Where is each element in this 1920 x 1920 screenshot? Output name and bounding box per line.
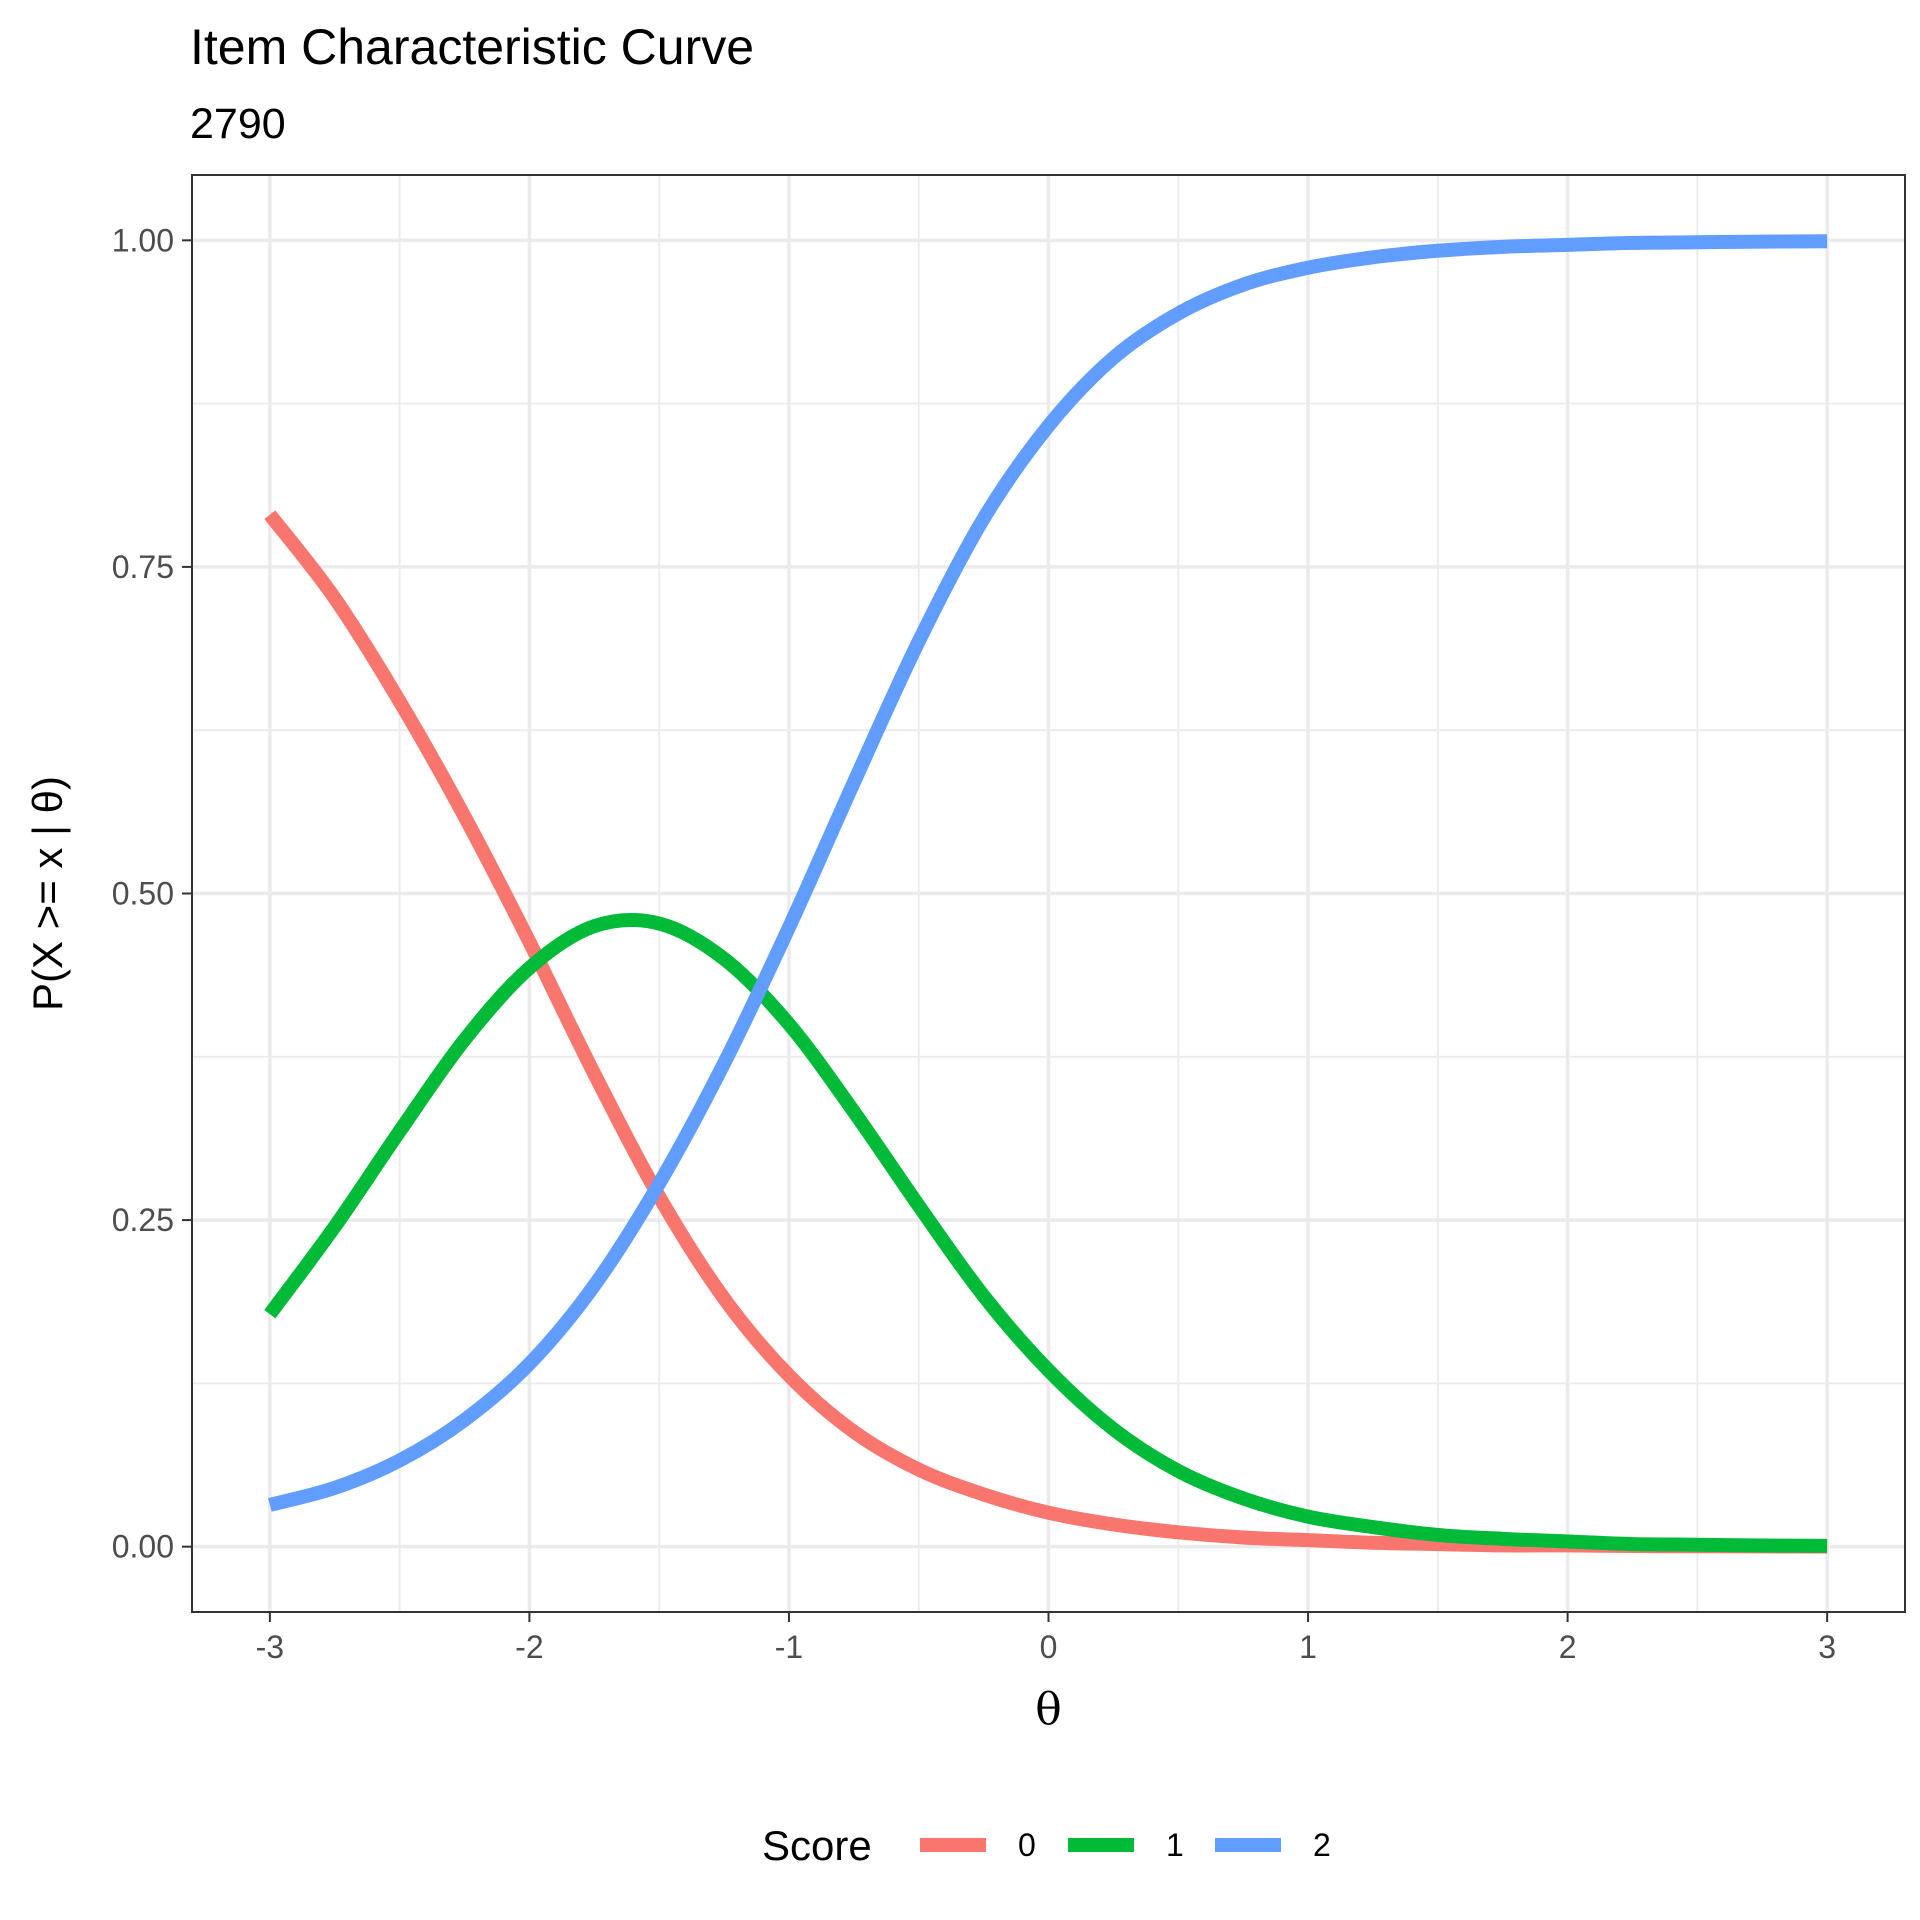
x-axis: -3 -2 -1 0 1 2 3 (256, 1612, 1836, 1665)
grid-major-lines (192, 175, 1905, 1612)
x-tick-label: -1 (775, 1629, 803, 1665)
chart-subtitle: 2790 (190, 100, 286, 148)
legend: Score 0 1 2 (762, 1822, 1331, 1869)
y-tick-label: 0.50 (112, 876, 174, 912)
curve-score-2 (268, 234, 1828, 1512)
legend-title: Score (762, 1822, 872, 1869)
x-tick-label: 2 (1559, 1629, 1577, 1665)
y-tick-label: 0.75 (112, 549, 174, 585)
x-tick-label: -2 (515, 1629, 543, 1665)
legend-label-0: 0 (1018, 1827, 1036, 1863)
x-tick-label: 3 (1818, 1629, 1836, 1665)
y-axis: 0.00 0.25 0.50 0.75 1.00 (112, 222, 192, 1565)
chart-title: Item Characteristic Curve (190, 19, 754, 75)
y-tick-label: 0.25 (112, 1202, 174, 1238)
x-tick-label: 0 (1040, 1629, 1058, 1665)
curve-score-1 (264, 912, 1828, 1553)
y-tick-label: 0.00 (112, 1529, 174, 1565)
y-tick-label: 1.00 (112, 222, 174, 258)
legend-label-2: 2 (1313, 1827, 1331, 1863)
x-axis-title: θ (1035, 1684, 1062, 1735)
y-axis-title: P(X >= x | θ) (24, 776, 71, 1011)
curves (264, 234, 1828, 1554)
x-tick-label: -3 (256, 1629, 284, 1665)
legend-label-1: 1 (1166, 1827, 1184, 1863)
x-tick-label: 1 (1299, 1629, 1317, 1665)
